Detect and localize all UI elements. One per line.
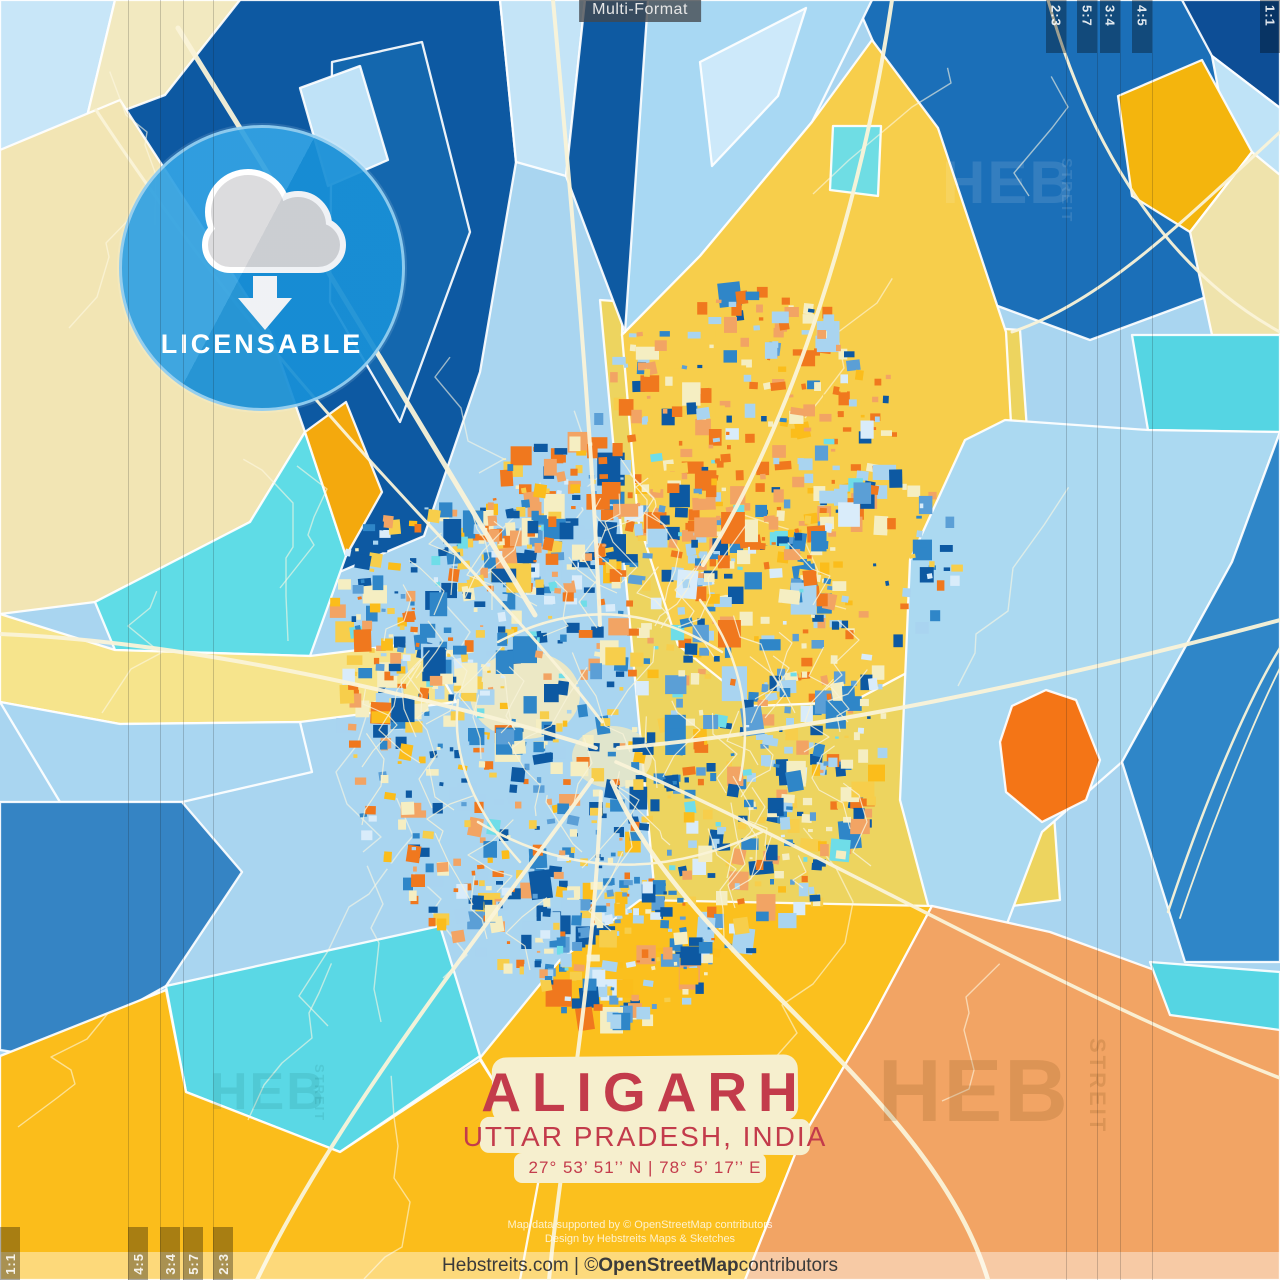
cloud-download-icon [202, 169, 346, 330]
crop-guide-line-4-5-left [128, 0, 129, 1280]
watermark-brand-sub: STREIT [1085, 1038, 1110, 1135]
footer-suffix: contributors [738, 1255, 838, 1276]
map-data-attribution: Map data supported by © OpenStreetMap co… [507, 1219, 773, 1231]
crop-guide-line-5-7-left [183, 0, 184, 1280]
ratio-band-3-4: 3:4 [160, 1227, 180, 1280]
design-attribution: Design by Hebstreits Maps & Sketches [544, 1233, 736, 1245]
watermark-brand: HEB [942, 149, 1075, 216]
footer-prefix: Hebstreits.com | © [442, 1255, 599, 1276]
ratio-band-3-4: 3:4 [1100, 0, 1120, 53]
ratio-band-5-7: 5:7 [1077, 0, 1097, 53]
ratio-band-1-1: 1:1 [1260, 0, 1280, 53]
crop-guide-line-5-7-right [1097, 0, 1098, 1280]
badge-sheen [122, 128, 402, 408]
crop-guide-line-3-4-left [160, 0, 161, 1280]
region-subtitle: UTTAR PRADESH, INDIA [462, 1121, 828, 1152]
ratio-band-2-3: 2:3 [1046, 0, 1066, 53]
crop-guide-line-2-3-left [213, 0, 214, 1280]
crop-guide-line-4-5-right [1152, 0, 1153, 1280]
crop-guide-line-2-3-right [1066, 0, 1067, 1280]
crop-guide-line-3-4-right [1120, 0, 1121, 1280]
licensable-label: LICENSABLE [160, 329, 364, 359]
footer-credit-bar: Hebstreits.com | © OpenStreetMap contrib… [0, 1252, 1280, 1280]
watermark-brand: HEB [878, 1041, 1070, 1140]
coordinates-text: 27° 53’ 51’’ N | 78° 5’ 17’’ E [528, 1158, 762, 1177]
download-arrow-icon [238, 276, 292, 330]
watermark-brand-sub: STREIT [312, 1064, 327, 1123]
ratio-band-4-5: 4:5 [1132, 0, 1152, 53]
city-title: ALIGARH [481, 1061, 809, 1123]
ratio-band-5-7: 5:7 [183, 1227, 203, 1280]
watermark-brand: HEB [210, 1063, 326, 1121]
licensable-badge[interactable]: LICENSABLE [119, 125, 405, 411]
footer-brand: OpenStreetMap [598, 1255, 739, 1276]
multi-format-chip: Multi-Format [579, 0, 701, 22]
ratio-band-1-1: 1:1 [0, 1227, 20, 1280]
ratio-band-2-3: 2:3 [213, 1227, 233, 1280]
watermark-brand-sub: STREIT [1058, 158, 1075, 224]
coordinates-background-blob [514, 1153, 766, 1183]
ratio-band-4-5: 4:5 [128, 1227, 148, 1280]
